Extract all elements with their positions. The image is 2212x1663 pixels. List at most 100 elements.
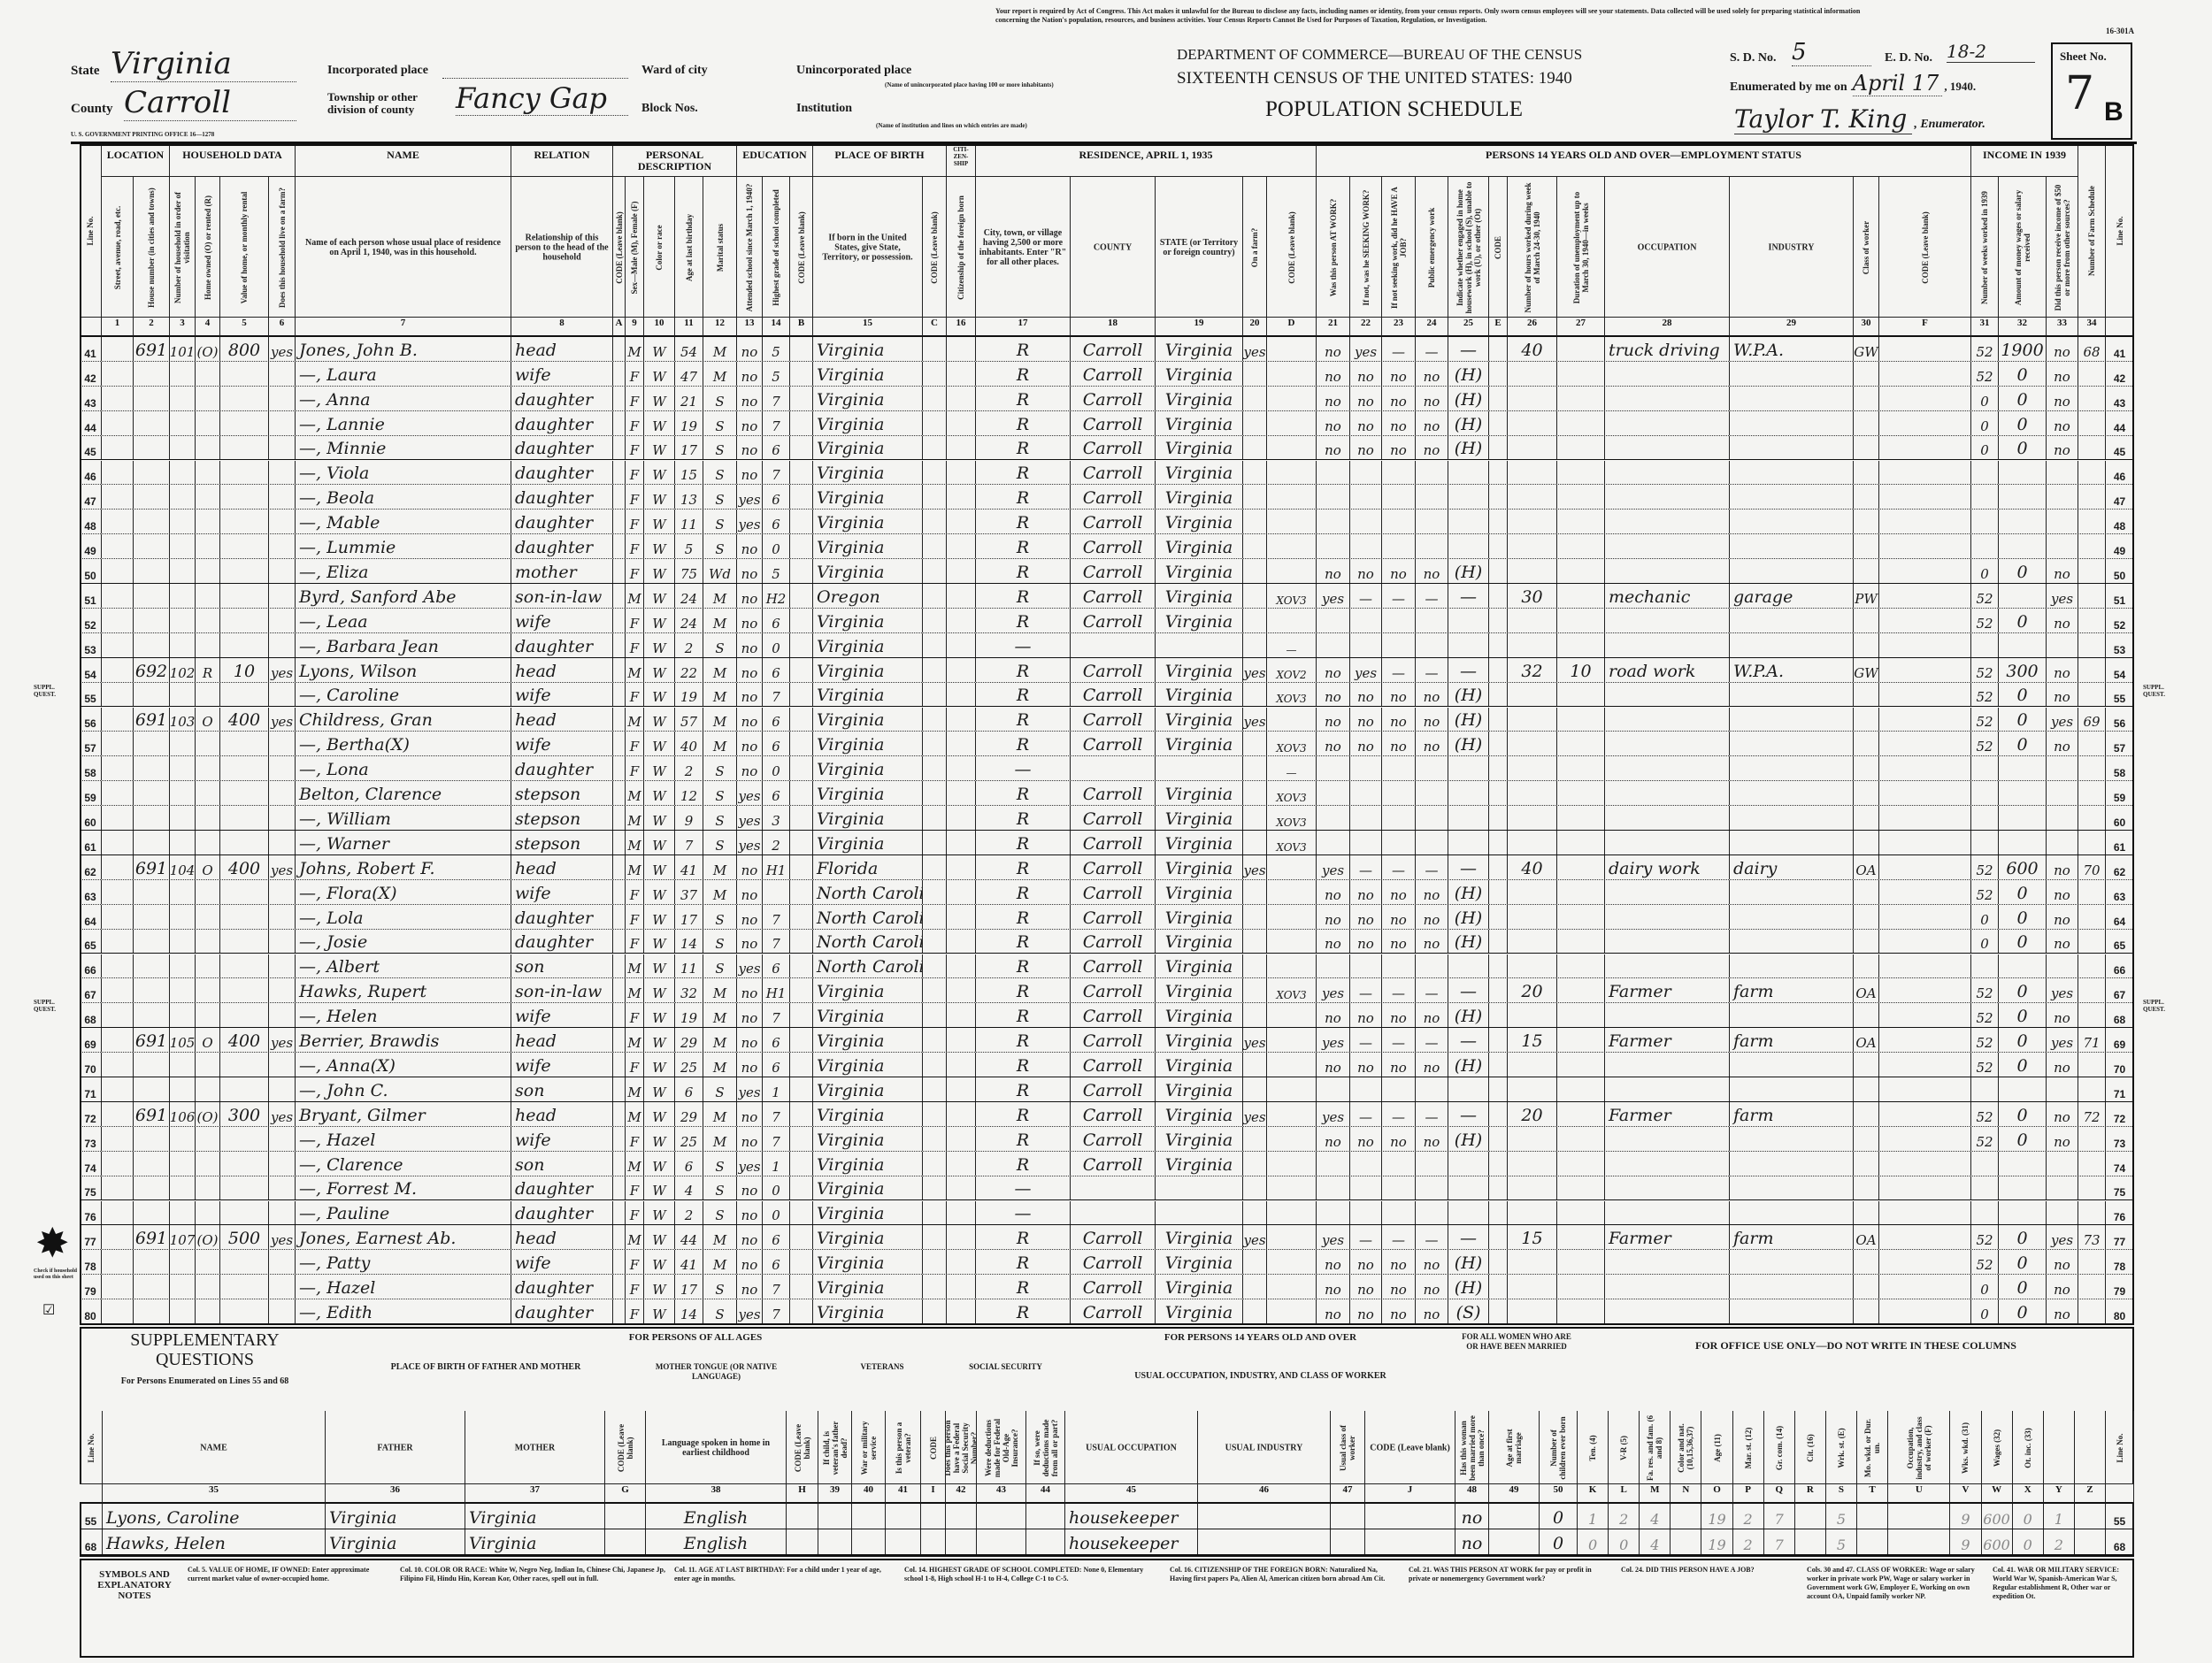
ward-label: Ward of city: [641, 64, 708, 78]
column-number: 41: [886, 1483, 920, 1502]
cell-A: [613, 904, 626, 929]
cell-rel: daughter: [511, 1176, 613, 1200]
cell-A: [613, 954, 626, 978]
supp-veterans: VETERANS: [818, 1362, 946, 1372]
cell-c27: [1557, 584, 1605, 608]
cell-r18: Carroll: [1071, 1225, 1156, 1250]
cell-r18: Carroll: [1071, 559, 1156, 583]
supp-column-header-line2: Line No.: [2106, 1411, 2134, 1504]
cell-c32: 0: [1999, 1003, 2047, 1028]
cell-c24: [1416, 781, 1448, 806]
cell-r19: Virginia: [1156, 435, 1243, 460]
cell-c32: [1999, 460, 2047, 485]
column-label-area: House number (in cities and towns): [134, 177, 169, 318]
cell-c4: [196, 410, 220, 435]
cell-cit: [947, 879, 976, 904]
cell-sex: F: [626, 682, 644, 707]
cell-rel: daughter: [511, 386, 613, 410]
column-header-A: CODE (Leave blank) A: [613, 177, 626, 337]
cell-r17: —: [976, 632, 1071, 657]
notes-title: SYMBOLS AND EXPLANATORY NOTES: [90, 1569, 179, 1601]
column-label-area: Ot. inc. (33): [2013, 1411, 2043, 1484]
column-label: Number of children ever born: [1549, 1414, 1567, 1481]
cell-race: W: [644, 510, 675, 534]
cell-grade: H2: [763, 584, 790, 608]
cell-A: [613, 1003, 626, 1028]
column-label: Public emergency work: [1427, 180, 1436, 314]
cell-c22: —: [1350, 854, 1382, 879]
cell-r20: [1243, 1053, 1267, 1077]
cell-F: [1879, 632, 1971, 657]
cell-c24: —: [1416, 1101, 1448, 1126]
cell-c2: [134, 559, 170, 583]
cell-c3: [170, 756, 196, 781]
supp-column-header-s42: Does this person have a Federal Social S…: [946, 1411, 977, 1504]
column-number: 10: [644, 317, 674, 335]
cell-rel: daughter: [511, 534, 613, 559]
cell-sex: F: [626, 1126, 644, 1151]
column-label-area: Age (11): [1701, 1411, 1732, 1484]
cell-c21: no: [1317, 879, 1350, 904]
cell-c24: no: [1416, 1299, 1448, 1323]
cell-r19: Virginia: [1156, 1053, 1243, 1077]
cell-sex: F: [626, 386, 644, 410]
incorporated-place-field: [442, 78, 628, 79]
note-col5: Col. 5. VALUE OF HOME, IF OWNED: Enter a…: [188, 1566, 391, 1583]
cell-line2: 53: [2106, 632, 2134, 657]
cell-line2: 66: [2106, 954, 2134, 978]
cell-c34: [2078, 682, 2106, 707]
cell-m48: no: [1455, 1504, 1489, 1529]
cell-ind: [1730, 632, 1854, 657]
cell-r20: [1243, 756, 1267, 781]
cell-r20: [1243, 608, 1267, 632]
cell-r18: Carroll: [1071, 510, 1156, 534]
cell-A: [613, 1250, 626, 1275]
cell-race: W: [644, 904, 675, 929]
enumerator-line: Taylor T. King , Enumerator.: [1734, 104, 1985, 134]
cell-B: [790, 386, 813, 410]
cell-cit: [947, 954, 976, 978]
cell-mar: S: [703, 632, 737, 657]
cell-U: [1888, 1504, 1951, 1529]
cell-c5: 300: [220, 1101, 269, 1126]
cell-c22: [1350, 485, 1382, 510]
cell-E: [1489, 682, 1508, 707]
cell-E: [1489, 657, 1508, 682]
cell-B: [790, 435, 813, 460]
cell-c22: no: [1350, 682, 1382, 707]
cell-E: [1489, 1275, 1508, 1299]
cell-r18: [1071, 756, 1156, 781]
cell-F: [1879, 510, 1971, 534]
cell-c4: [196, 386, 220, 410]
cell-c25: —: [1448, 1028, 1489, 1053]
cell-c23: —: [1382, 854, 1416, 879]
cell-c31: 52: [1971, 1003, 1999, 1028]
column-number: V: [1950, 1483, 1981, 1502]
cell-c4: [196, 534, 220, 559]
header-divider: [71, 142, 2137, 144]
cell-r19: Virginia: [1156, 929, 1243, 954]
cell-r20: [1243, 1077, 1267, 1101]
cell-cls: [1854, 460, 1879, 485]
cell-r18: [1071, 632, 1156, 657]
cell-c33: [2047, 485, 2078, 510]
column-number: 38: [646, 1483, 786, 1502]
cell-rel: wife: [511, 1250, 613, 1275]
cell-rel: daughter: [511, 510, 613, 534]
cell-cls: [1854, 1126, 1879, 1151]
column-label: Marital status: [716, 180, 725, 314]
column-label-area: Has this woman been married more than on…: [1455, 1411, 1488, 1484]
cell-sch: yes: [737, 781, 763, 806]
cell-F: [1879, 929, 1971, 954]
column-number: 2: [134, 317, 169, 335]
cell-r20: [1243, 682, 1267, 707]
cell-bp: Virginia: [813, 682, 923, 707]
cell-line2: 71: [2106, 1077, 2134, 1101]
cell-F: [1879, 1275, 1971, 1299]
column-label-area: Ten. (4): [1578, 1411, 1608, 1484]
cell-line: 59: [80, 781, 102, 806]
cell-c6: [269, 831, 296, 854]
cell-race: W: [644, 584, 675, 608]
